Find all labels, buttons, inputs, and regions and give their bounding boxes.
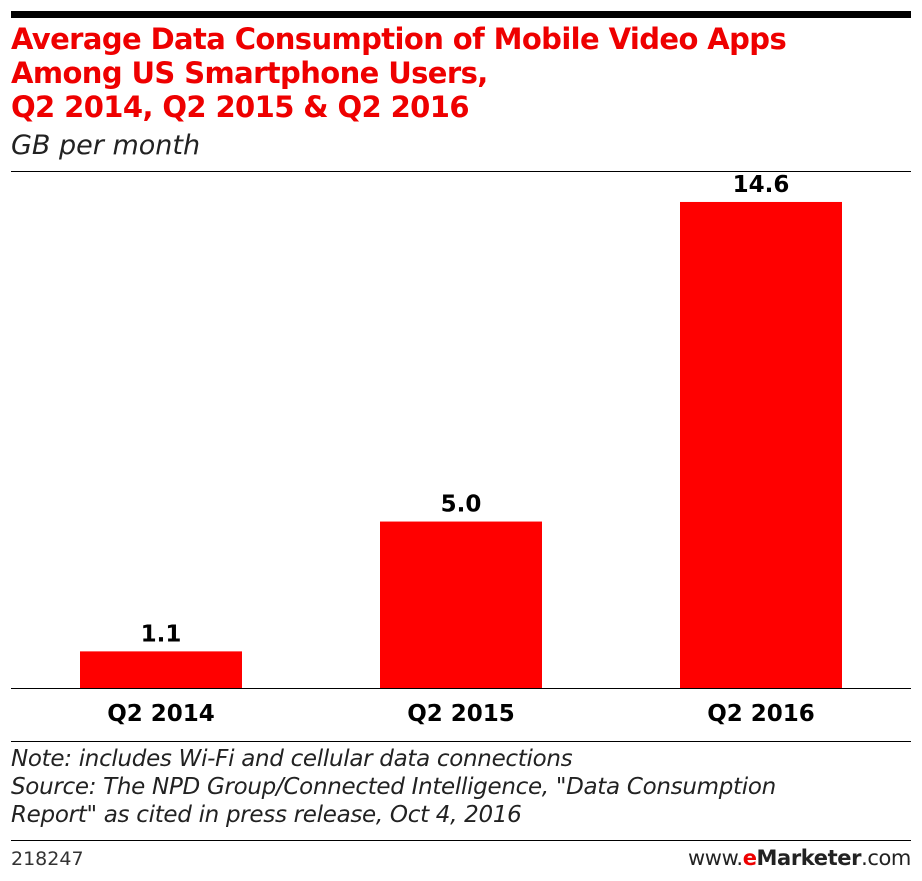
data-label: 14.6: [733, 172, 790, 198]
source-text-line-1: Source: The NPD Group/Connected Intellig…: [11, 774, 776, 800]
bar-q2-2015: [380, 521, 542, 688]
brand-prefix: www.: [688, 846, 743, 870]
x-tick-label: Q2 2015: [407, 701, 515, 727]
brand-name: Marketer: [756, 846, 862, 870]
footer-divider: [11, 840, 911, 841]
bar-chart: 1.1 Q2 2014 5.0 Q2 2015 14.6 Q2 2016: [11, 172, 911, 727]
emarketer-logo[interactable]: www.eMarketer.com: [688, 846, 911, 870]
x-tick-label: Q2 2016: [707, 701, 815, 727]
note-text: Note: includes Wi-Fi and cellular data c…: [11, 746, 573, 772]
brand-e: e: [742, 846, 757, 870]
brand-suffix: .com: [861, 846, 911, 870]
notes-divider: [11, 741, 911, 742]
x-tick-label: Q2 2014: [107, 701, 215, 727]
notes-block: Note: includes Wi-Fi and cellular data c…: [11, 745, 911, 829]
chart-id: 218247: [11, 848, 84, 870]
source-text-line-2: Report" as cited in press release, Oct 4…: [11, 802, 522, 828]
chart-title: Average Data Consumption of Mobile Video…: [11, 22, 787, 124]
bar-q2-2016: [680, 201, 842, 688]
chart-subtitle: GB per month: [11, 130, 201, 161]
bar-q2-2014: [80, 651, 242, 688]
top-rule: [11, 11, 911, 18]
data-label: 5.0: [441, 492, 482, 518]
header-divider: [11, 171, 911, 172]
data-label: 1.1: [141, 621, 182, 647]
